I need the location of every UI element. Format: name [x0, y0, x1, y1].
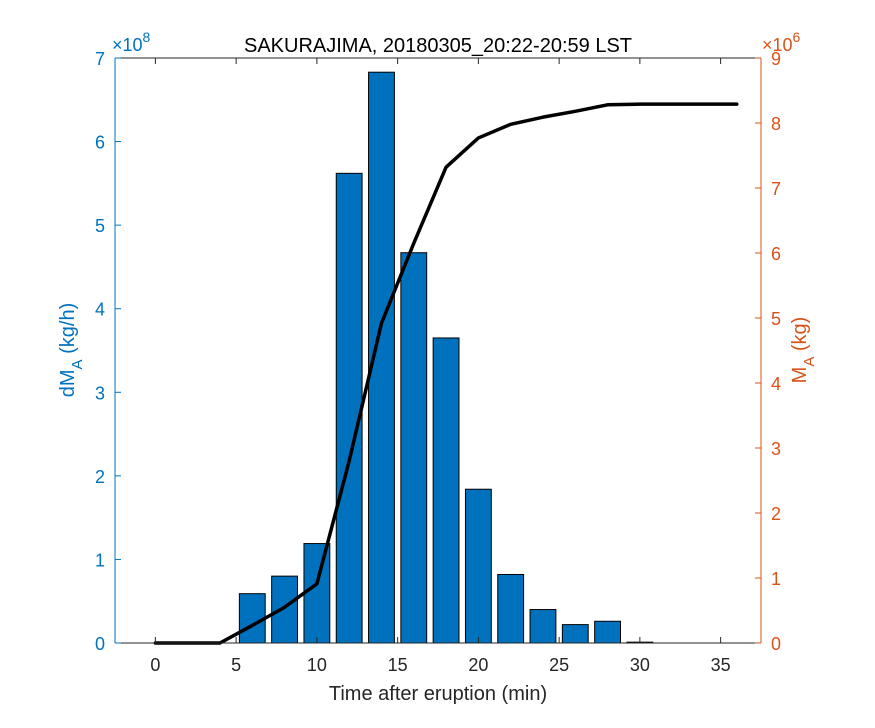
- bar-6: [238, 593, 266, 644]
- y-left-axis-label: dMA (kg/h): [57, 303, 86, 398]
- y-right-tick-label: 4: [771, 374, 781, 394]
- y-right-exponent: ×106: [762, 29, 801, 55]
- cumulative-mass-line: [153, 102, 739, 645]
- y-left-tick-label: 3: [95, 383, 105, 403]
- x-tick-label: 25: [549, 655, 569, 675]
- y-right-tick-label: 1: [771, 569, 781, 589]
- y-left-tick-label: 5: [95, 216, 105, 236]
- y-left-tick-label: 0: [95, 634, 105, 654]
- y-right-exponent-base: ×10: [762, 35, 793, 55]
- x-tick-label: 35: [711, 655, 731, 675]
- y-right-exponent-power: 6: [793, 29, 801, 45]
- bar-8: [271, 575, 299, 644]
- y-right-tick-label: 6: [771, 244, 781, 264]
- bar-10: [303, 543, 331, 644]
- bar-12: [335, 172, 363, 644]
- y-left-label-sub: A: [69, 359, 86, 369]
- y-right-tick-label: 0: [771, 634, 781, 654]
- x-axis-label: Time after eruption (min): [329, 683, 547, 705]
- x-tick-label: 5: [231, 655, 241, 675]
- bar-28: [594, 620, 621, 644]
- y-left-exponent-base: ×10: [112, 35, 143, 55]
- line-layer: [153, 102, 739, 645]
- y-left-tick-label: 7: [95, 49, 105, 69]
- x-tick-label: 30: [630, 655, 650, 675]
- y-right-tick-label: 9: [771, 49, 781, 69]
- x-tick-label: 15: [388, 655, 408, 675]
- y-right-tick-label: 8: [771, 114, 781, 134]
- bar-18: [432, 337, 460, 644]
- y-right-tick-label: 5: [771, 309, 781, 329]
- axes-layer: [114, 57, 762, 644]
- x-tick-label: 0: [150, 655, 160, 675]
- chart-title: SAKURAJIMA, 20180305_20:22-20:59 LST: [244, 35, 632, 57]
- y-right-label-sub: A: [801, 357, 818, 367]
- y-left-exponent-power: 8: [143, 29, 151, 45]
- y-left-tick-label: 6: [95, 133, 105, 153]
- bar-26: [561, 624, 589, 644]
- y-left-exponent: ×108: [112, 29, 151, 55]
- bar-16: [400, 252, 428, 644]
- y-right-label-main: M: [789, 367, 811, 384]
- y-right-label-unit: (kg): [789, 317, 811, 357]
- bars-layer: [238, 71, 654, 644]
- y-left-tick-label: 1: [95, 550, 105, 570]
- y-right-axis-label: MA (kg): [789, 317, 818, 384]
- y-left-label-unit: (kg/h): [57, 303, 79, 360]
- y-left-tick-label: 4: [95, 300, 105, 320]
- y-right-tick-label: 3: [771, 439, 781, 459]
- ticks-layer: 0 5 10 15 20 25 30 35 0 1 2 3 4 5 6 7 0 1 2 3 4 5 6 7 8 9: [95, 49, 781, 675]
- y-left-label-main: dM: [57, 369, 79, 397]
- x-tick-label: 20: [468, 655, 488, 675]
- bar-24: [529, 609, 557, 644]
- bar-20: [464, 488, 492, 644]
- x-tick-label: 10: [307, 655, 327, 675]
- y-left-tick-label: 2: [95, 467, 105, 487]
- bar-22: [497, 573, 525, 644]
- y-right-tick-label: 2: [771, 504, 781, 524]
- y-right-tick-label: 7: [771, 179, 781, 199]
